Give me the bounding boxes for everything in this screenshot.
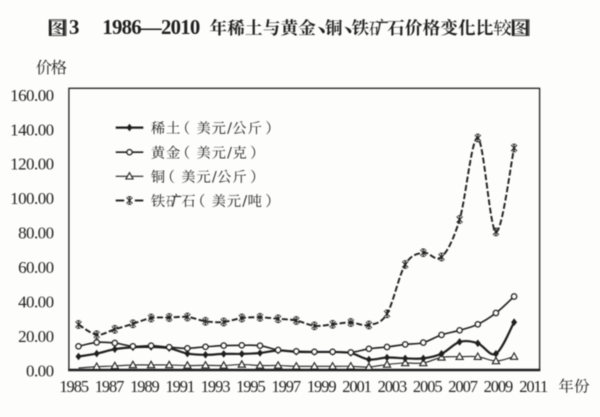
svg-text:2009: 2009 [484,377,513,396]
svg-text:80.00: 80.00 [18,224,54,243]
svg-text:100.00: 100.00 [10,189,54,208]
svg-text:2005: 2005 [413,377,442,396]
svg-text:40.00: 40.00 [18,293,54,312]
svg-text:20.00: 20.00 [18,327,54,346]
svg-text:140.00: 140.00 [10,120,54,139]
svg-text:2011: 2011 [519,377,548,396]
svg-text:1999: 1999 [307,377,336,396]
svg-text:160.00: 160.00 [10,86,54,105]
svg-text:2007: 2007 [448,377,477,396]
svg-text:1987: 1987 [95,377,124,396]
svg-text:1997: 1997 [271,377,300,396]
svg-text:60.00: 60.00 [18,258,54,277]
svg-text:1985: 1985 [59,377,88,396]
svg-text:1993: 1993 [201,377,230,396]
svg-text:1989: 1989 [130,377,159,396]
svg-text:2003: 2003 [378,377,407,396]
svg-text:120.00: 120.00 [10,155,54,174]
svg-text:1995: 1995 [236,377,265,396]
svg-text:3: 3 [69,16,79,39]
svg-text:1986—2010: 1986—2010 [102,16,200,39]
svg-text:1991: 1991 [165,377,194,396]
svg-text:2001: 2001 [342,377,371,396]
svg-text:0.00: 0.00 [26,362,54,381]
